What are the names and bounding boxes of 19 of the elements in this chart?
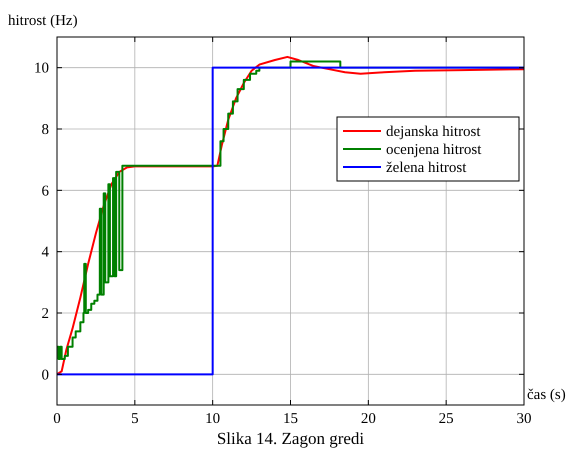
x-tick-label: 30	[516, 411, 532, 427]
y-tick-label: 0	[42, 367, 49, 384]
y-tick-label: 10	[34, 60, 49, 77]
x-tick-label: 15	[283, 411, 298, 427]
legend-label: dejanska hitrost	[386, 124, 482, 140]
x-axis-title: čas (s)	[527, 387, 566, 403]
legend-label: ocenjena hitrost	[386, 142, 482, 158]
text: Slika 14. Zagon gredi	[216, 429, 364, 448]
x-tick-label: 20	[360, 411, 376, 427]
legend-label: želena hitrost	[386, 160, 468, 176]
y-axis-title: hitrost (Hz)	[8, 13, 78, 29]
x-tick-label: 0	[53, 411, 61, 427]
x-tick-label: 10	[205, 411, 220, 427]
x-tick-label: 5	[131, 411, 139, 427]
x-tick-label: 25	[438, 411, 454, 427]
y-tick-label: 6	[42, 183, 50, 200]
y-tick-label: 2	[42, 306, 49, 322]
y-tick-label: 4	[42, 244, 50, 261]
y-tick-label: 8	[42, 122, 49, 138]
